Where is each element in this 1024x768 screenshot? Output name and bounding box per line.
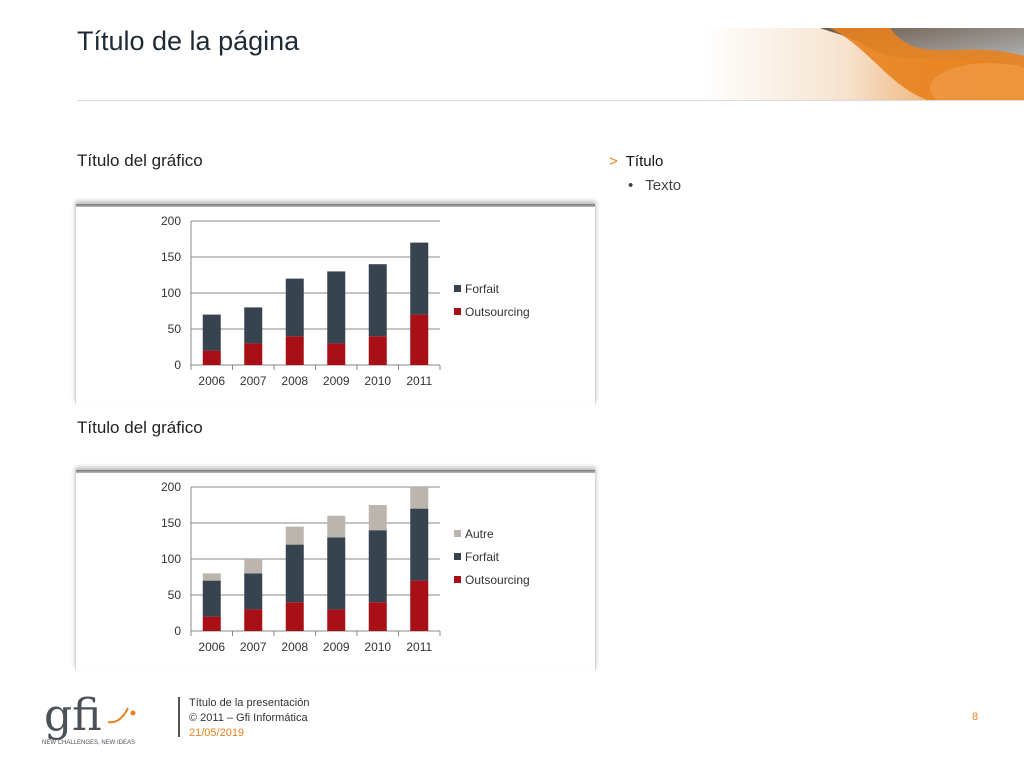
chart-2-frame: 0 50 100 150 200 2006 2007 2008 2009 2010 2011 Autr…: [75, 470, 596, 670]
chart-2-title: Título del gráfico: [77, 418, 203, 437]
bar-outsourcing: [368, 602, 387, 631]
bar-forfait: [244, 573, 263, 610]
page-number: 8: [972, 711, 979, 723]
bar-outsourcing: [244, 609, 263, 631]
legend-swatch: [454, 308, 461, 315]
bar-outsourcing: [327, 343, 346, 365]
legend-label: Autre: [465, 527, 494, 541]
x-tick-label: 2006: [198, 640, 225, 654]
x-tick-label: 2008: [281, 374, 308, 388]
x-tick-label: 2007: [240, 640, 267, 654]
chart-1-frame: 0 50 100 150 200 2006 2007 2008 2009 2010 2011 Forf…: [75, 204, 596, 404]
bullet-item-row: • Texto: [628, 177, 681, 194]
x-tick-label: 2008: [281, 640, 308, 654]
bar-autre: [244, 559, 263, 574]
header-divider: [77, 100, 1024, 101]
y-tick-label: 100: [161, 552, 181, 566]
svg-text:gfi: gfi: [44, 690, 102, 741]
svg-text:NEW CHALLENGES, NEW IDEAS: NEW CHALLENGES, NEW IDEAS: [42, 740, 135, 746]
bullet-item: Texto: [645, 177, 682, 194]
y-tick-label: 0: [174, 624, 181, 638]
x-tick-label: 2010: [364, 374, 391, 388]
x-tick-label: 2007: [240, 374, 267, 388]
bullet-heading: Título: [625, 153, 664, 170]
bar-autre: [410, 487, 429, 509]
bar-forfait: [285, 278, 304, 337]
bar-forfait: [285, 544, 304, 603]
x-tick-label: 2006: [198, 374, 225, 388]
bar-outsourcing: [410, 314, 429, 365]
bar-forfait: [202, 314, 221, 351]
x-tick-label: 2009: [323, 374, 350, 388]
legend-swatch: [454, 553, 461, 560]
y-tick-label: 50: [168, 588, 182, 602]
y-tick-label: 200: [161, 480, 181, 494]
header-swoosh-graphic: [700, 28, 1024, 101]
legend-label: Forfait: [465, 550, 500, 564]
footer-date: 21/05/2019: [189, 727, 245, 739]
page-title: Título de la página: [77, 26, 300, 56]
bar-forfait: [202, 580, 221, 617]
legend-label: Outsourcing: [465, 573, 530, 587]
legend-label: Forfait: [465, 282, 500, 296]
x-tick-label: 2011: [406, 374, 432, 388]
bullet-list: > Título • Texto: [609, 153, 681, 194]
bullet-heading-row: > Título: [609, 153, 681, 170]
y-tick-label: 200: [161, 214, 181, 228]
bar-outsourcing: [244, 343, 263, 365]
chart-1-title: Título del gráfico: [77, 151, 203, 170]
bar-forfait: [410, 508, 429, 581]
gfi-logo: gfi NEW CHALLENGES, NEW IDEAS: [42, 690, 136, 746]
y-tick-label: 150: [161, 516, 181, 530]
bar-outsourcing: [285, 336, 304, 365]
footer-info: Título de la presentación © 2011 – Gfi I…: [189, 696, 309, 741]
chart-1: 0 50 100 150 200 2006 2007 2008 2009 2010 2011 Forf…: [161, 214, 530, 388]
legend-swatch: [454, 285, 461, 292]
bar-forfait: [244, 307, 263, 344]
legend-label: Outsourcing: [465, 305, 530, 319]
bar-outsourcing: [327, 609, 346, 631]
bar-outsourcing: [285, 602, 304, 631]
bar-forfait: [327, 537, 346, 610]
bar-outsourcing: [368, 336, 387, 365]
x-tick-label: 2011: [406, 640, 432, 654]
y-tick-label: 50: [168, 322, 182, 336]
chevron-right-icon: >: [609, 153, 618, 170]
bar-autre: [202, 573, 221, 581]
legend-swatch: [454, 576, 461, 583]
bar-autre: [285, 526, 304, 545]
y-tick-label: 150: [161, 250, 181, 264]
bar-outsourcing: [410, 580, 429, 631]
bar-outsourcing: [202, 616, 221, 631]
bar-forfait: [327, 271, 346, 344]
bullet-dot-icon: •: [628, 177, 634, 194]
footer-separator: [178, 697, 180, 737]
bar-autre: [327, 515, 346, 538]
chart-2: 0 50 100 150 200 2006 2007 2008 2009 2010 2011 Autr…: [161, 480, 530, 654]
footer-copyright: © 2011 – Gfi Informática: [189, 712, 308, 724]
x-tick-label: 2009: [323, 640, 350, 654]
x-tick-label: 2010: [364, 640, 391, 654]
bar-autre: [368, 505, 387, 531]
y-tick-label: 100: [161, 286, 181, 300]
bar-forfait: [368, 264, 387, 337]
legend-swatch: [454, 530, 461, 537]
bar-forfait: [410, 242, 429, 315]
bar-forfait: [368, 530, 387, 603]
footer-presentation-title: Título de la presentación: [189, 697, 310, 709]
y-tick-label: 0: [174, 358, 181, 372]
bar-outsourcing: [202, 350, 221, 365]
